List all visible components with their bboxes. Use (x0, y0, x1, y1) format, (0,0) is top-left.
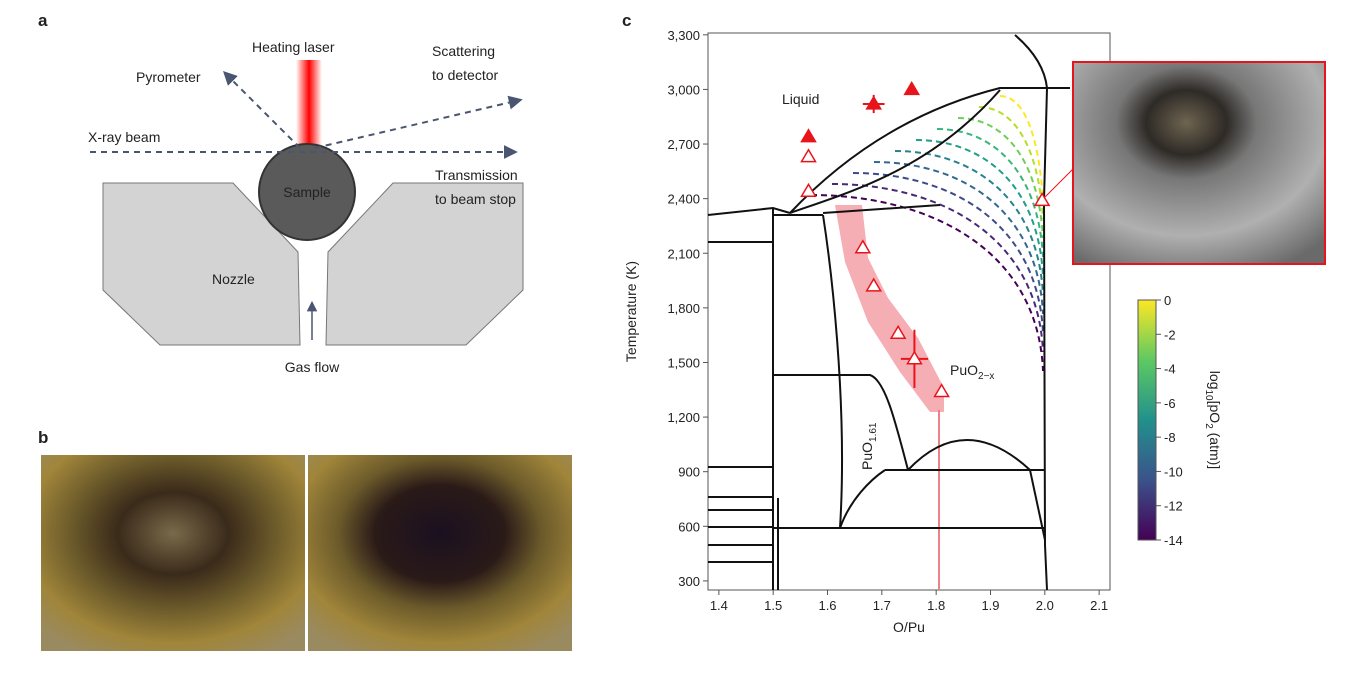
isobar (873, 161, 1044, 315)
colorbar-label-part: [pO (1207, 401, 1223, 424)
connector (1044, 167, 1075, 198)
label: Gas flow (285, 359, 340, 375)
annotation: PuO2−x (950, 362, 994, 382)
label: to detector (432, 67, 498, 83)
isobar (999, 95, 1044, 201)
plot-frame (707, 32, 1111, 591)
colorbar-label-part: log (1207, 371, 1223, 390)
colorbar-tick-label: 0 (1164, 293, 1171, 308)
isobar (810, 194, 1044, 372)
marker (906, 350, 923, 365)
x-tick-label: 2.0 (1036, 598, 1054, 613)
isobar (957, 117, 1044, 239)
marker (889, 324, 907, 339)
colorbar (1137, 299, 1157, 541)
label: Scattering (432, 43, 495, 59)
plot: 1.4 1.5 1.6 1.7 1.8 1.9 2.0 2.1 300 600 900 1,200 1,… (623, 28, 1223, 635)
liquidus (789, 87, 1070, 214)
phase-boundaries (707, 34, 1070, 591)
label: to beam stop (435, 191, 516, 207)
photo (41, 455, 305, 651)
isobar (936, 128, 1044, 258)
annotation: Liquid (782, 91, 819, 107)
annotation-sub: 2−x (978, 371, 994, 382)
label: X-ray beam (88, 129, 160, 145)
isobar (978, 106, 1044, 220)
isobars (810, 95, 1044, 372)
colorbar-label-part: 10 (1203, 389, 1214, 401)
marker (800, 128, 817, 143)
x-tick-label: 1.7 (873, 598, 891, 613)
x-tick-label: 1.5 (764, 598, 782, 613)
isobar (894, 150, 1044, 296)
marker (933, 383, 950, 398)
scatter-ray (314, 95, 523, 149)
y-tick-label: 2,100 (667, 246, 700, 261)
colorbar-label-part: (atm)] (1207, 429, 1223, 469)
colorbar-tick-label: -4 (1164, 362, 1176, 377)
colorbar-tick-label: -14 (1164, 533, 1183, 548)
solidus (789, 89, 1001, 214)
label: Pyrometer (136, 69, 201, 85)
colorbar-tick-label: -8 (1164, 430, 1176, 445)
x-axis-label: O/Pu (893, 619, 925, 635)
label: Nozzle (212, 271, 255, 287)
sample (258, 143, 356, 241)
pyrometer-ray (223, 71, 301, 149)
annotation-text: PuO (950, 362, 978, 378)
y-tick-label: 900 (678, 465, 700, 480)
colorbar-tick-label: -2 (1164, 327, 1176, 342)
x-tick-label: 1.9 (981, 598, 999, 613)
boundary (708, 466, 779, 590)
annotation-sub: 1.61 (868, 422, 879, 442)
y-tick-label: 300 (678, 574, 700, 589)
boundary (773, 374, 1046, 541)
band (835, 205, 944, 412)
isobar (915, 139, 1044, 277)
nozzle-right (325, 182, 524, 346)
panel-label: c (622, 11, 631, 30)
boundary (1014, 34, 1049, 591)
photo (308, 455, 572, 651)
annotation-text: PuO (859, 442, 875, 470)
y-tick-label: 600 (678, 519, 700, 534)
x-tick-label: 2.1 (1090, 598, 1108, 613)
boundary (707, 206, 844, 590)
laser (296, 60, 322, 152)
y-tick-label: 3,300 (667, 28, 700, 43)
marker (865, 95, 883, 110)
x-tick-label: 1.8 (927, 598, 945, 613)
y-tick-label: 2,700 (667, 137, 700, 152)
annotation: PuO1.61 (859, 422, 879, 470)
y-tick-label: 1,200 (667, 410, 700, 425)
marker (800, 182, 817, 198)
label: Heating laser (252, 39, 335, 55)
x-tick-label: 1.6 (818, 598, 836, 613)
marker (1033, 191, 1051, 207)
marker (903, 80, 921, 96)
panel-label: b (38, 428, 48, 447)
colorbar-tick-label: -10 (1164, 464, 1183, 479)
marker (800, 148, 817, 163)
panel-label: a (38, 11, 48, 30)
marker (865, 277, 883, 292)
label: Sample (283, 184, 331, 200)
y-axis-label: Temperature (K) (623, 261, 639, 362)
marker (854, 239, 872, 254)
isobar (831, 183, 1044, 353)
colorbar-label: log10[pO2 (atm)] (1203, 371, 1223, 469)
colorbar-label-part: 2 (1203, 423, 1214, 429)
colorbar-tick-label: -6 (1164, 396, 1176, 411)
label: Transmission (435, 167, 518, 183)
y-tick-label: 3,000 (667, 82, 700, 97)
y-tick-label: 1,800 (667, 301, 700, 316)
boundary (822, 204, 941, 214)
photo (1072, 61, 1326, 265)
colorbar-tick-label: -12 (1164, 499, 1183, 514)
nozzle-left (102, 182, 301, 346)
x-tick-label: 1.4 (710, 598, 728, 613)
y-tick-label: 2,400 (667, 192, 700, 207)
y-tick-label: 1,500 (667, 355, 700, 370)
